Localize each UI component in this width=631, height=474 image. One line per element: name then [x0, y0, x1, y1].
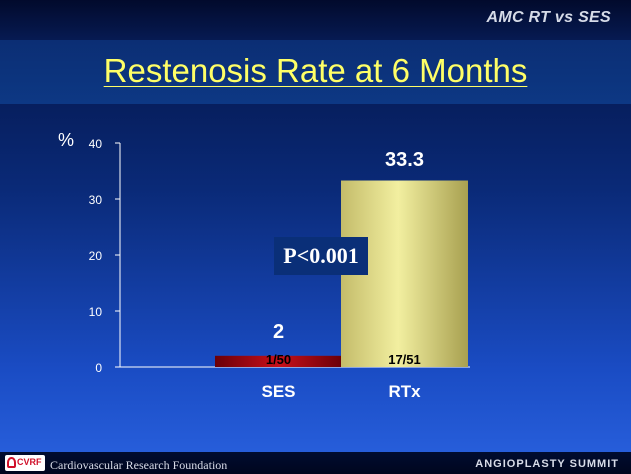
logo-text: CVRF — [17, 457, 42, 467]
p-value-label: P<0.001 — [283, 243, 359, 268]
top-bar — [0, 0, 631, 40]
y-tick-label: 30 — [89, 193, 103, 207]
p-value-box: P<0.001 — [274, 237, 368, 275]
category-label-ses: SES — [261, 382, 295, 401]
organization-name: Cardiovascular Research Foundation — [50, 458, 228, 472]
corner-title: AMC RT vs SES — [486, 9, 611, 26]
count-label-rtx: 17/51 — [388, 352, 421, 367]
y-tick-label: 10 — [89, 305, 103, 319]
value-label-ses: 2 — [273, 321, 284, 343]
heart-icon — [7, 457, 16, 468]
y-axis-label: % — [58, 130, 74, 150]
category-label-rtx: RTx — [388, 382, 421, 401]
page-title: Restenosis Rate at 6 Months — [103, 52, 528, 89]
y-tick-label: 40 — [89, 137, 103, 151]
footer-bar — [0, 452, 631, 474]
value-label-rtx: 33.3 — [385, 149, 424, 171]
event-name: ANGIOPLASTY SUMMIT — [475, 458, 619, 470]
title-band — [0, 40, 631, 104]
y-tick-label: 0 — [95, 361, 102, 375]
y-tick-label: 20 — [89, 249, 103, 263]
bar-ses — [215, 355, 342, 367]
count-label-ses: 1/50 — [266, 352, 291, 367]
